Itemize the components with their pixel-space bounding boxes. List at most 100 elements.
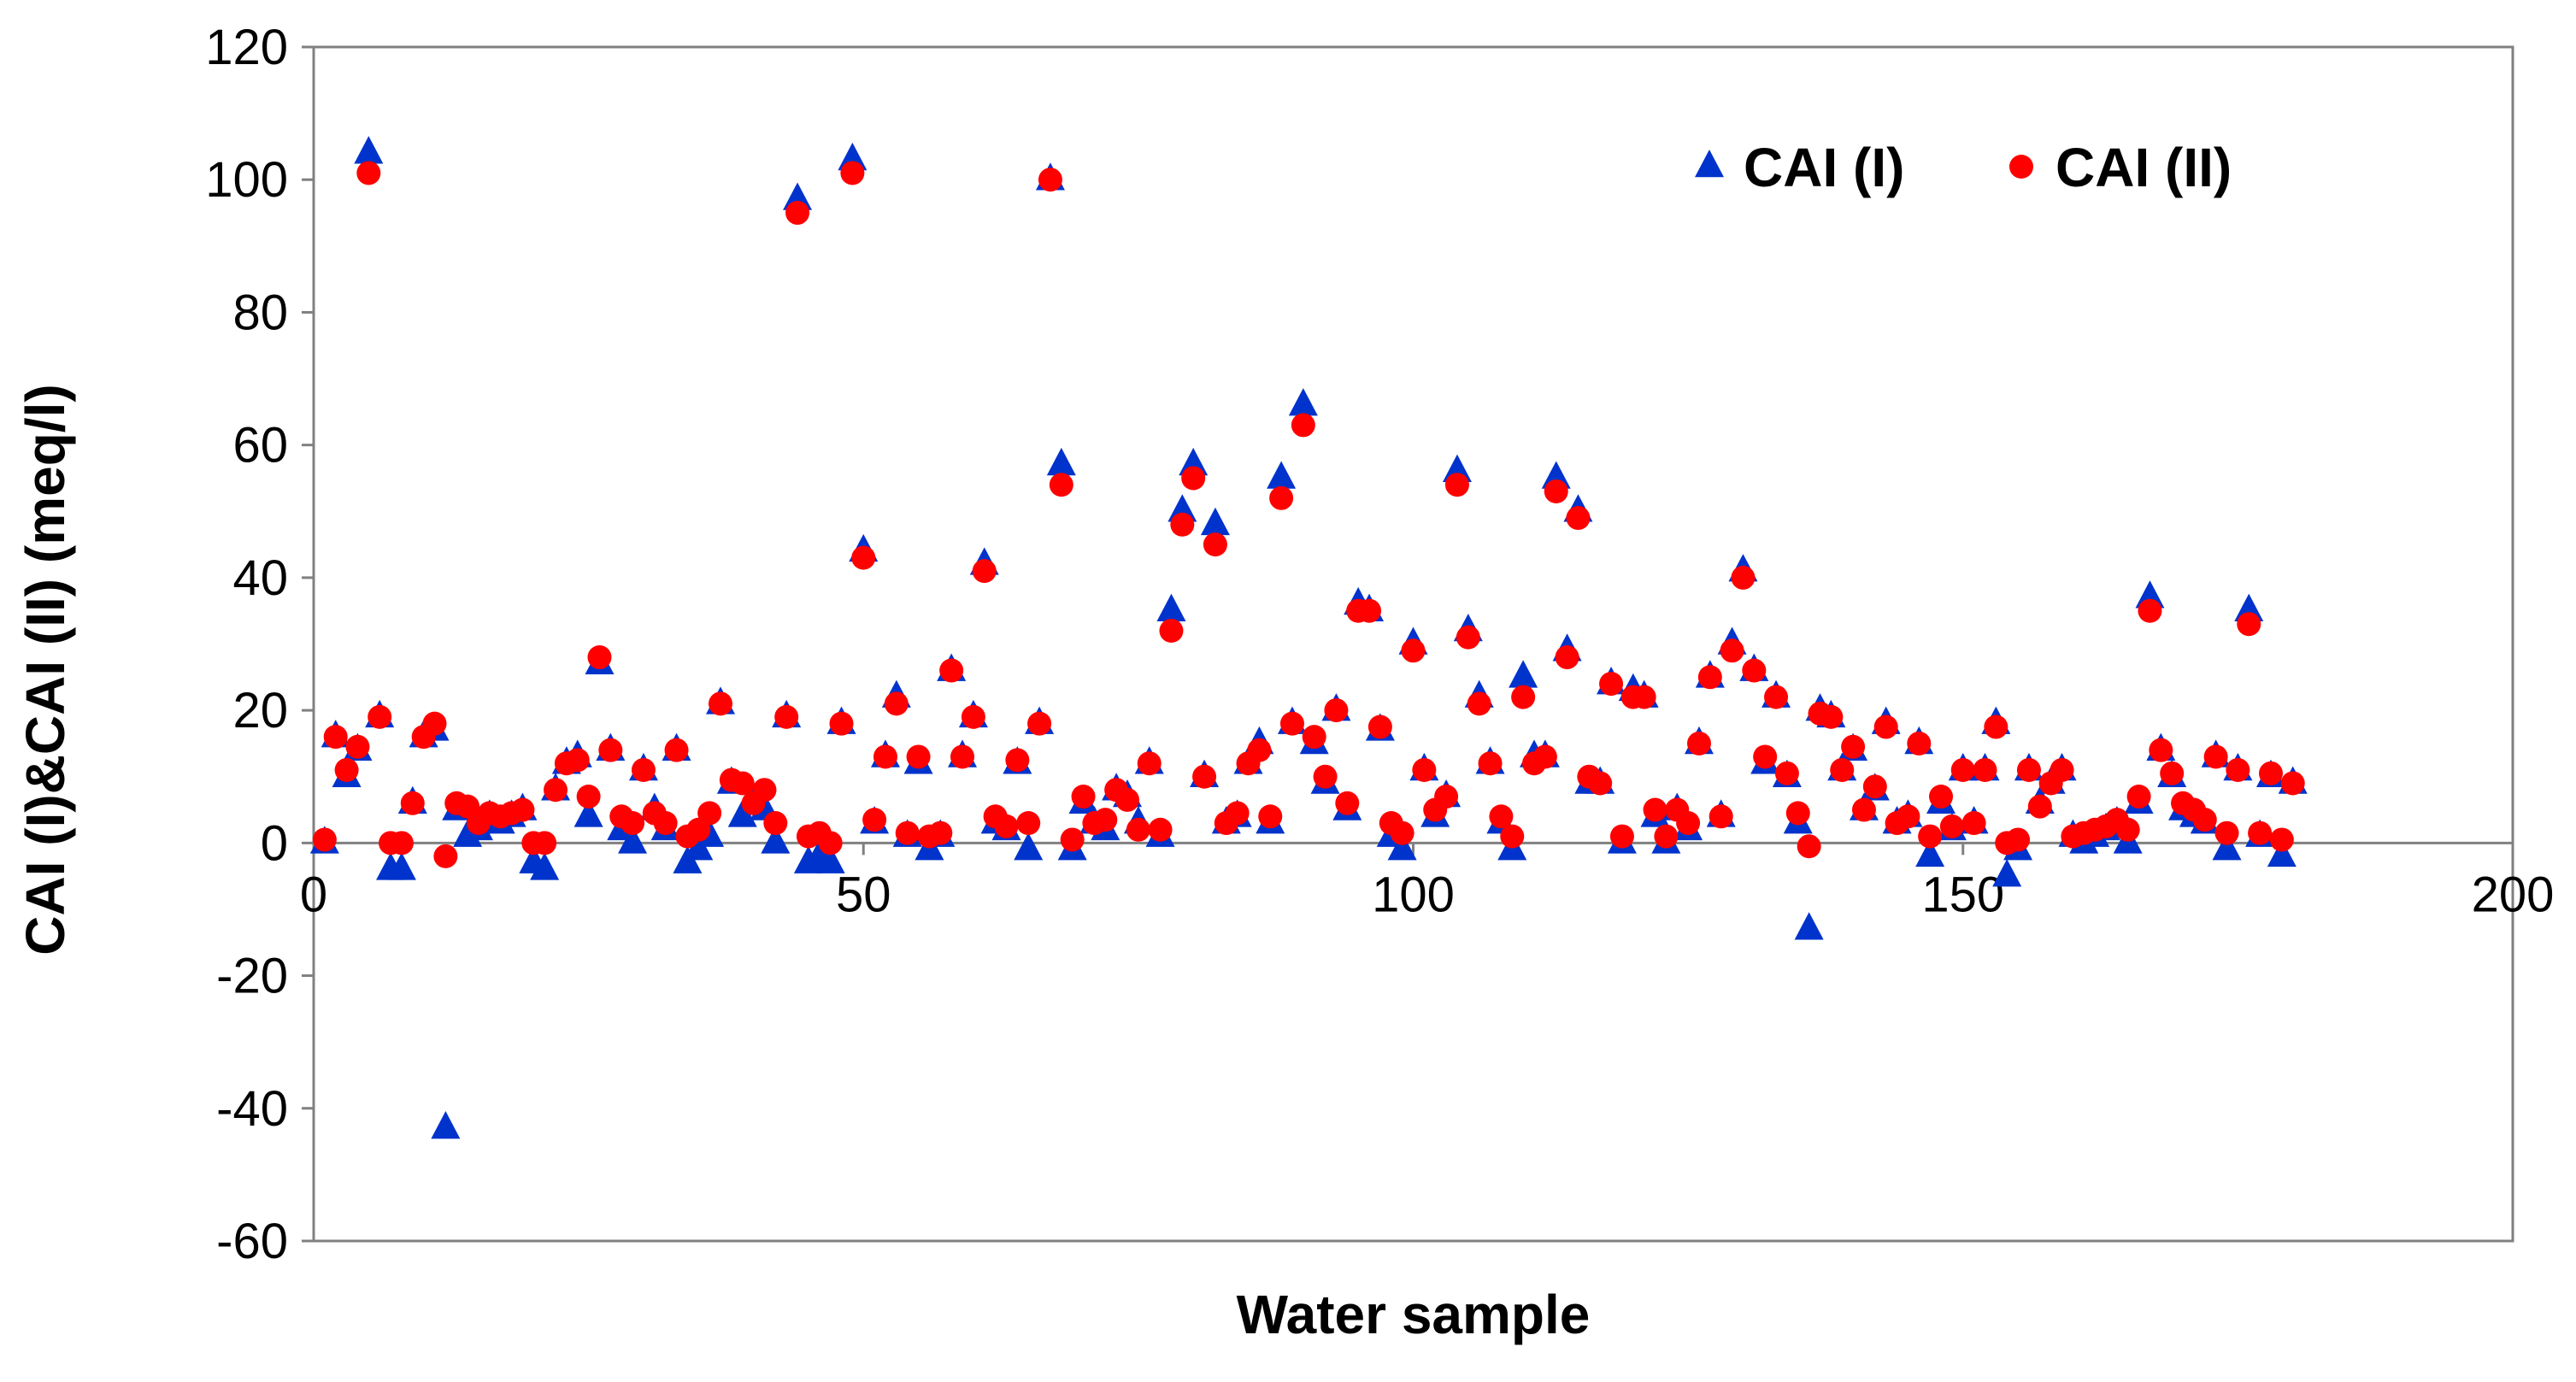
- data-point-cai-ii: [2192, 808, 2217, 832]
- data-point-cai-ii: [873, 744, 897, 769]
- data-point-cai-ii: [2258, 761, 2283, 785]
- data-point-cai-ii: [1797, 834, 1821, 859]
- y-tick-label: -40: [216, 1081, 288, 1137]
- data-point-cai-ii: [1126, 817, 1150, 842]
- data-point-cai-ii: [1939, 814, 1964, 838]
- data-point-cai-ii: [1873, 715, 1898, 739]
- y-axis-title: CAI (I)&CAI (II) (meq/l): [15, 384, 76, 955]
- y-tick-label: -60: [216, 1214, 288, 1269]
- data-point-cai-ii: [1027, 711, 1052, 736]
- data-point-cai-ii: [774, 704, 799, 729]
- data-point-cai-i: [783, 182, 813, 210]
- data-point-cai-ii: [1654, 824, 1679, 849]
- legend-label-cai-ii: CAI (II): [2056, 137, 2232, 198]
- data-point-cai-i: [815, 845, 845, 873]
- data-point-cai-ii: [1203, 532, 1227, 557]
- data-point-cai-ii: [433, 844, 458, 868]
- data-point-cai-ii: [2269, 827, 2294, 852]
- data-point-cai-ii: [730, 771, 755, 796]
- data-point-cai-ii: [2280, 771, 2305, 796]
- data-point-cai-i: [1509, 660, 1538, 688]
- data-point-cai-ii: [2248, 820, 2273, 845]
- data-point-cai-ii: [1851, 797, 1876, 822]
- data-point-cai-ii: [884, 691, 909, 716]
- data-point-cai-ii: [1444, 473, 1469, 497]
- data-point-cai-ii: [1005, 748, 1030, 773]
- y-tick-label: 80: [232, 285, 288, 340]
- data-point-cai-ii: [829, 711, 854, 736]
- data-point-cai-i: [2212, 832, 2242, 861]
- data-point-cai-ii: [972, 559, 997, 584]
- data-point-cai-ii: [862, 808, 887, 832]
- y-tick-label: 20: [232, 683, 288, 738]
- data-point-cai-ii: [1862, 774, 1887, 799]
- data-point-cai-ii: [587, 645, 612, 670]
- data-point-cai-ii: [565, 748, 590, 773]
- data-point-cai-ii: [1532, 744, 1557, 769]
- data-point-cai-ii: [1841, 734, 1866, 759]
- data-point-cai-ii: [1367, 715, 1392, 739]
- data-point-cai-ii: [1896, 804, 1920, 829]
- data-point-cai-ii: [2126, 785, 2151, 809]
- data-point-cai-ii: [1697, 665, 1722, 690]
- data-point-cai-ii: [1609, 824, 1634, 849]
- data-point-cai-ii: [631, 757, 656, 782]
- data-point-cai-ii: [994, 814, 1019, 838]
- data-point-cai-ii: [1686, 731, 1711, 756]
- data-point-cai-ii: [1049, 473, 1073, 497]
- data-point-cai-ii: [1159, 618, 1184, 643]
- data-point-cai-ii: [576, 785, 601, 809]
- data-point-cai-ii: [2027, 794, 2052, 819]
- data-point-cai-i: [2234, 593, 2264, 621]
- data-point-cai-ii: [752, 778, 777, 803]
- data-point-cai-ii: [763, 811, 788, 836]
- data-point-cai-ii: [1137, 751, 1162, 776]
- y-tick-label: 0: [261, 815, 288, 871]
- data-point-cai-ii: [1764, 685, 1789, 709]
- data-point-cai-ii: [312, 827, 337, 852]
- y-tick-label: 60: [232, 418, 288, 473]
- data-point-cai-ii: [2203, 744, 2228, 769]
- data-point-cai-ii: [1258, 804, 1283, 829]
- data-point-cai-ii: [1335, 791, 1360, 815]
- data-point-cai-ii: [334, 757, 359, 782]
- data-point-cai-ii: [345, 734, 370, 759]
- data-point-cai-i: [1156, 593, 1186, 621]
- data-point-cai-ii: [950, 744, 975, 769]
- data-point-cai-ii: [1357, 598, 1382, 623]
- data-point-cai-ii: [895, 820, 920, 845]
- data-point-cai-ii: [422, 711, 447, 736]
- data-point-cai-ii: [1774, 761, 1799, 785]
- legend-marker-cai-i: [1695, 149, 1724, 178]
- data-point-cai-ii: [1478, 751, 1503, 776]
- data-point-cai-ii: [1181, 466, 1206, 491]
- data-point-cai-i: [1200, 507, 1230, 536]
- data-point-cai-ii: [1148, 817, 1173, 842]
- data-point-cai-ii: [1401, 638, 1426, 663]
- data-point-cai-ii: [1753, 744, 1778, 769]
- data-point-cai-i: [1387, 832, 1417, 861]
- data-point-cai-ii: [1830, 757, 1855, 782]
- data-point-cai-ii: [368, 704, 392, 729]
- data-point-cai-ii: [664, 738, 689, 762]
- data-point-cai-i: [1046, 447, 1076, 476]
- data-point-cai-ii: [1643, 797, 1667, 822]
- data-point-cai-ii: [1709, 804, 1733, 829]
- data-point-cai-i: [386, 852, 416, 880]
- data-point-cai-ii: [1720, 638, 1744, 663]
- x-tick-label: 200: [2472, 867, 2555, 922]
- x-tick-label: 100: [1372, 867, 1455, 922]
- data-point-cai-ii: [1676, 811, 1701, 836]
- data-point-cai-ii: [2149, 738, 2173, 762]
- data-point-cai-ii: [2160, 761, 2185, 785]
- data-point-cai-ii: [1785, 801, 1810, 826]
- data-point-cai-ii: [653, 811, 678, 836]
- data-point-cai-i: [2135, 580, 2165, 609]
- data-point-cai-ii: [1016, 811, 1041, 836]
- data-point-cai-i: [1794, 912, 1824, 940]
- data-point-cai-ii: [1412, 757, 1437, 782]
- data-point-cai-i: [618, 826, 648, 854]
- data-point-cai-ii: [1071, 785, 1096, 809]
- data-point-cai-i: [1541, 461, 1571, 489]
